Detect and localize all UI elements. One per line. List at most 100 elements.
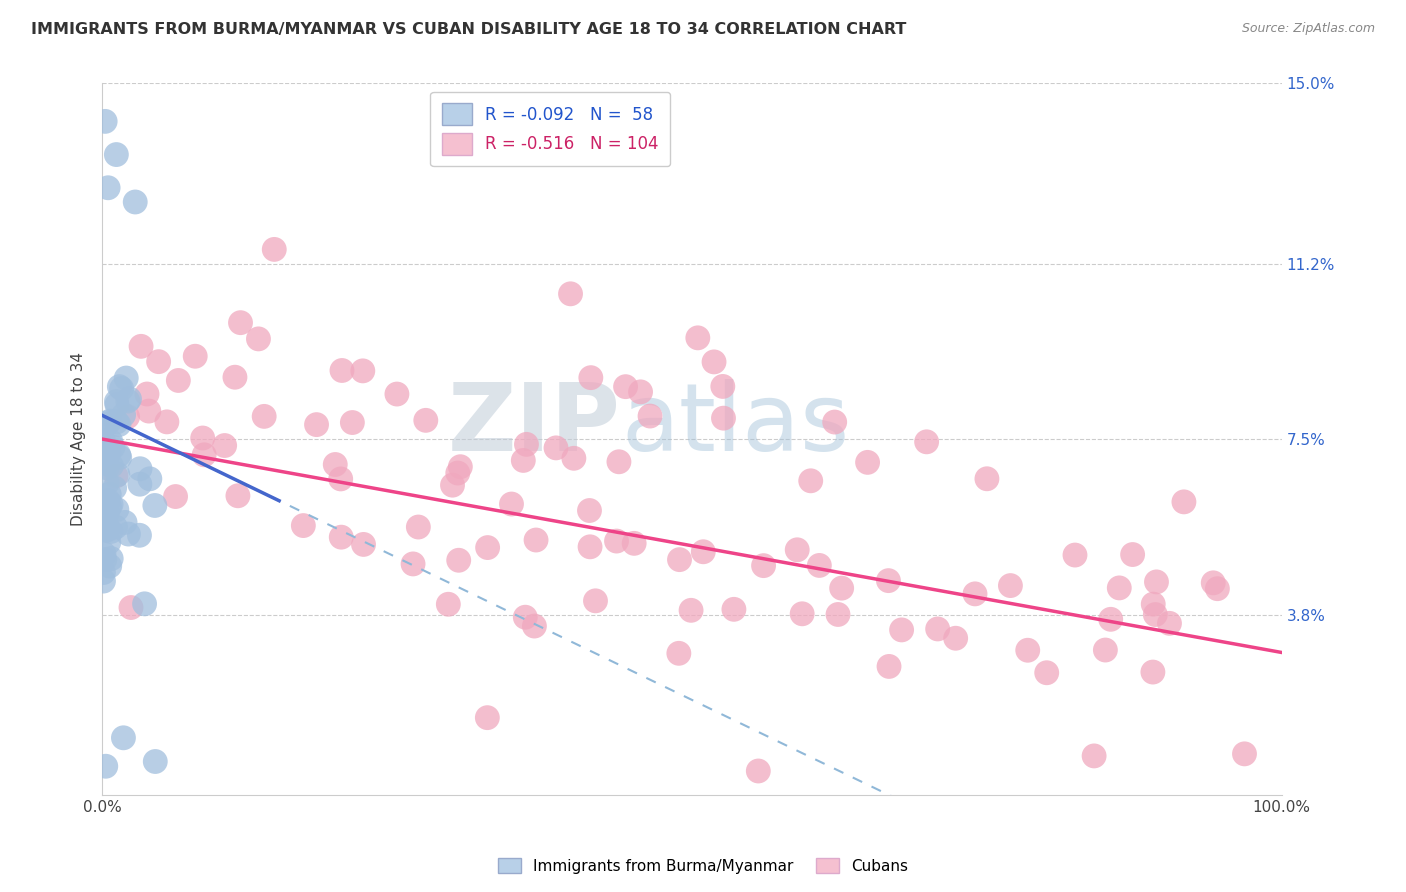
Point [808, 558, 831, 573]
Point [945, 632, 967, 646]
Point [105, 147, 128, 161]
Point [98, 487, 121, 501]
Point [108, 417, 131, 432]
Point [385, 387, 408, 401]
Point [128, 528, 150, 542]
Point [441, 478, 464, 492]
Point [129, 339, 152, 353]
Point [323, 458, 346, 472]
Point [824, 415, 846, 429]
Point [686, 331, 709, 345]
Point [681, 603, 703, 617]
Point [108, 450, 131, 465]
Point [1142, 665, 1164, 679]
Point [91, 451, 114, 466]
Point [1099, 612, 1122, 626]
Point [623, 536, 645, 550]
Point [191, 431, 214, 445]
Point [1233, 747, 1256, 761]
Point [247, 332, 270, 346]
Point [1083, 748, 1105, 763]
Point [117, 527, 139, 541]
Point [107, 467, 129, 482]
Point [579, 540, 602, 554]
Point [117, 409, 139, 424]
Point [93, 434, 115, 448]
Point [638, 409, 661, 423]
Point [1142, 597, 1164, 611]
Point [253, 409, 276, 424]
Point [96, 457, 118, 471]
Point [138, 404, 160, 418]
Point [97, 493, 120, 508]
Point [449, 459, 471, 474]
Point [94, 496, 117, 510]
Point [668, 552, 690, 566]
Point [579, 370, 602, 384]
Point [129, 461, 152, 475]
Point [226, 489, 249, 503]
Point [128, 477, 150, 491]
Point [96, 417, 118, 432]
Point [184, 349, 207, 363]
Point [104, 520, 127, 534]
Y-axis label: Disability Age 18 to 34: Disability Age 18 to 34 [72, 352, 86, 526]
Point [97, 416, 120, 430]
Point [96, 523, 118, 537]
Point [437, 597, 460, 611]
Point [105, 398, 128, 412]
Point [877, 574, 900, 588]
Point [927, 622, 949, 636]
Point [1146, 574, 1168, 589]
Point [515, 437, 537, 451]
Point [342, 416, 364, 430]
Point [96, 475, 118, 490]
Point [614, 379, 637, 393]
Point [607, 455, 630, 469]
Point [1035, 665, 1057, 680]
Point [100, 498, 122, 512]
Point [447, 553, 470, 567]
Point [408, 520, 430, 534]
Point [156, 415, 179, 429]
Point [578, 503, 600, 517]
Point [477, 541, 499, 555]
Point [118, 392, 141, 406]
Point [94, 523, 117, 537]
Point [224, 370, 246, 384]
Legend: R = -0.092   N =  58, R = -0.516   N = 104: R = -0.092 N = 58, R = -0.516 N = 104 [430, 92, 671, 166]
Point [831, 581, 853, 595]
Point [544, 441, 567, 455]
Text: ZIP: ZIP [449, 379, 621, 471]
Text: atlas: atlas [621, 379, 849, 471]
Point [353, 537, 375, 551]
Point [94, 114, 117, 128]
Point [747, 764, 769, 778]
Point [1064, 548, 1087, 562]
Point [100, 551, 122, 566]
Point [120, 600, 142, 615]
Point [94, 517, 117, 532]
Point [143, 755, 166, 769]
Point [477, 711, 499, 725]
Point [108, 379, 131, 393]
Point [1159, 616, 1181, 631]
Point [1173, 495, 1195, 509]
Point [330, 530, 353, 544]
Point [139, 472, 162, 486]
Point [143, 499, 166, 513]
Point [1122, 548, 1144, 562]
Point [101, 440, 124, 454]
Point [711, 379, 734, 393]
Point [890, 623, 912, 637]
Point [115, 371, 138, 385]
Point [330, 363, 353, 377]
Point [1144, 607, 1167, 622]
Point [1202, 575, 1225, 590]
Point [93, 552, 115, 566]
Point [752, 558, 775, 573]
Point [723, 602, 745, 616]
Point [515, 610, 537, 624]
Point [136, 387, 159, 401]
Point [562, 451, 585, 466]
